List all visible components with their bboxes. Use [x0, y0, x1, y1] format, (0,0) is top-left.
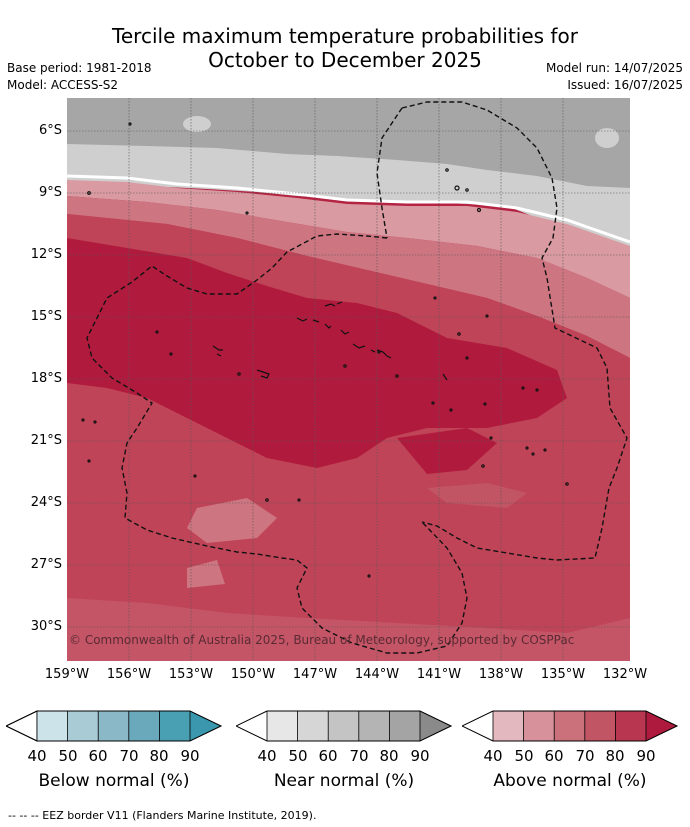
issued-date: Issued: 16/07/2025	[567, 78, 683, 92]
colorbar-segment	[190, 711, 221, 741]
map-title-line1: Tercile maximum temperature probabilitie…	[112, 24, 578, 48]
model-name: Model: ACCESS-S2	[7, 78, 119, 92]
model-run: Model run: 14/07/2025	[545, 61, 683, 75]
lon-label: 132°W	[602, 667, 648, 682]
near-normal-legend-title: Near normal (%)	[273, 771, 415, 791]
colorbar-segment	[236, 711, 267, 741]
below-normal-legend-title: Below normal (%)	[38, 771, 190, 791]
lat-label: 6°S	[38, 123, 62, 138]
colorbar-segment	[267, 711, 298, 741]
above-normal-legend-title: Above normal (%)	[493, 771, 647, 791]
colorbar-segment	[159, 711, 190, 741]
base-period: Base period: 1981-2018	[7, 61, 152, 75]
above-normal-70-patch	[427, 483, 527, 508]
lon-label: 156°W	[106, 667, 152, 682]
above-normal-60-band	[67, 196, 630, 358]
above-normal-60-patch	[187, 560, 225, 588]
near-normal-colorbar	[236, 710, 452, 742]
lon-label: 150°W	[230, 667, 276, 682]
copyright-notice: © Commonwealth of Australia 2025, Bureau…	[69, 633, 575, 647]
lon-label: 141°W	[416, 667, 462, 682]
colorbar-segment	[646, 711, 677, 741]
colorbar-segment	[128, 711, 160, 741]
legend-tick: 70	[349, 747, 369, 765]
above-normal-80-core	[397, 428, 497, 474]
above-normal-colorbar	[462, 710, 678, 742]
eez-borders	[86, 101, 628, 654]
probability-map	[67, 98, 630, 661]
lon-label: 135°W	[540, 667, 586, 682]
lat-label: 9°S	[38, 185, 62, 200]
above-normal-60-patch	[187, 498, 277, 543]
legend-tick: 90	[410, 747, 430, 765]
lat-label: 27°S	[30, 557, 62, 572]
legend-tick: 80	[605, 747, 625, 765]
near-normal-patch	[595, 128, 619, 148]
colorbar-segment	[523, 711, 555, 741]
colorbar-segment	[493, 711, 524, 741]
legend-tick: 70	[119, 747, 139, 765]
colorbar-segment	[462, 711, 493, 741]
colorbar-segment	[389, 711, 420, 741]
colorbar-segment	[297, 711, 329, 741]
near-normal-patch	[183, 116, 211, 132]
lat-label: 30°S	[30, 619, 62, 634]
lon-label: 159°W	[44, 667, 90, 682]
lat-label: 12°S	[30, 247, 62, 262]
colorbar-segment	[554, 711, 585, 741]
above-normal-80-core	[67, 238, 567, 468]
colorbar-segment	[420, 711, 451, 741]
legend-tick: 60	[88, 747, 108, 765]
legend-tick: 80	[379, 747, 399, 765]
lat-label: 21°S	[30, 433, 62, 448]
legend-tick: 90	[180, 747, 200, 765]
map-gridlines	[67, 98, 630, 661]
colorbar-segment	[98, 711, 129, 741]
legend-tick: 50	[58, 747, 78, 765]
lon-label: 138°W	[478, 667, 524, 682]
legend-tick: 40	[27, 747, 47, 765]
above-normal-50-band	[67, 180, 630, 298]
legend-tick: 70	[575, 747, 595, 765]
colorbar-segment	[358, 711, 390, 741]
lon-label: 144°W	[354, 667, 400, 682]
islands	[81, 122, 569, 578]
lat-label: 24°S	[30, 495, 62, 510]
legend-tick: 40	[257, 747, 277, 765]
legend-tick: 90	[636, 747, 656, 765]
colorbar-segment	[6, 710, 38, 742]
colorbar-segment	[67, 711, 99, 741]
lon-label: 153°W	[168, 667, 214, 682]
colorbar-segment	[615, 711, 646, 741]
legend-tick: 50	[288, 747, 308, 765]
legend-tick: 60	[544, 747, 564, 765]
legend-tick: 50	[514, 747, 534, 765]
legend-tick: 80	[149, 747, 169, 765]
legend-tick: 60	[318, 747, 338, 765]
below-normal-colorbar	[6, 710, 222, 742]
eez-footnote: -- -- -- EEZ border V11 (Flanders Marine…	[8, 809, 317, 822]
colorbar-segment	[584, 711, 616, 741]
above-normal-70-band	[67, 598, 630, 661]
map-title-line2: October to December 2025	[208, 48, 482, 72]
lat-label: 15°S	[30, 309, 62, 324]
colorbar-segment	[328, 711, 359, 741]
lat-label: 18°S	[30, 371, 62, 386]
colorbar-segment	[37, 711, 68, 741]
lon-label: 147°W	[292, 667, 338, 682]
legend-tick: 40	[483, 747, 503, 765]
